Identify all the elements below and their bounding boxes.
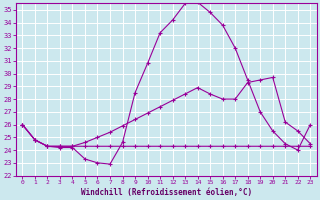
X-axis label: Windchill (Refroidissement éolien,°C): Windchill (Refroidissement éolien,°C) <box>81 188 252 197</box>
